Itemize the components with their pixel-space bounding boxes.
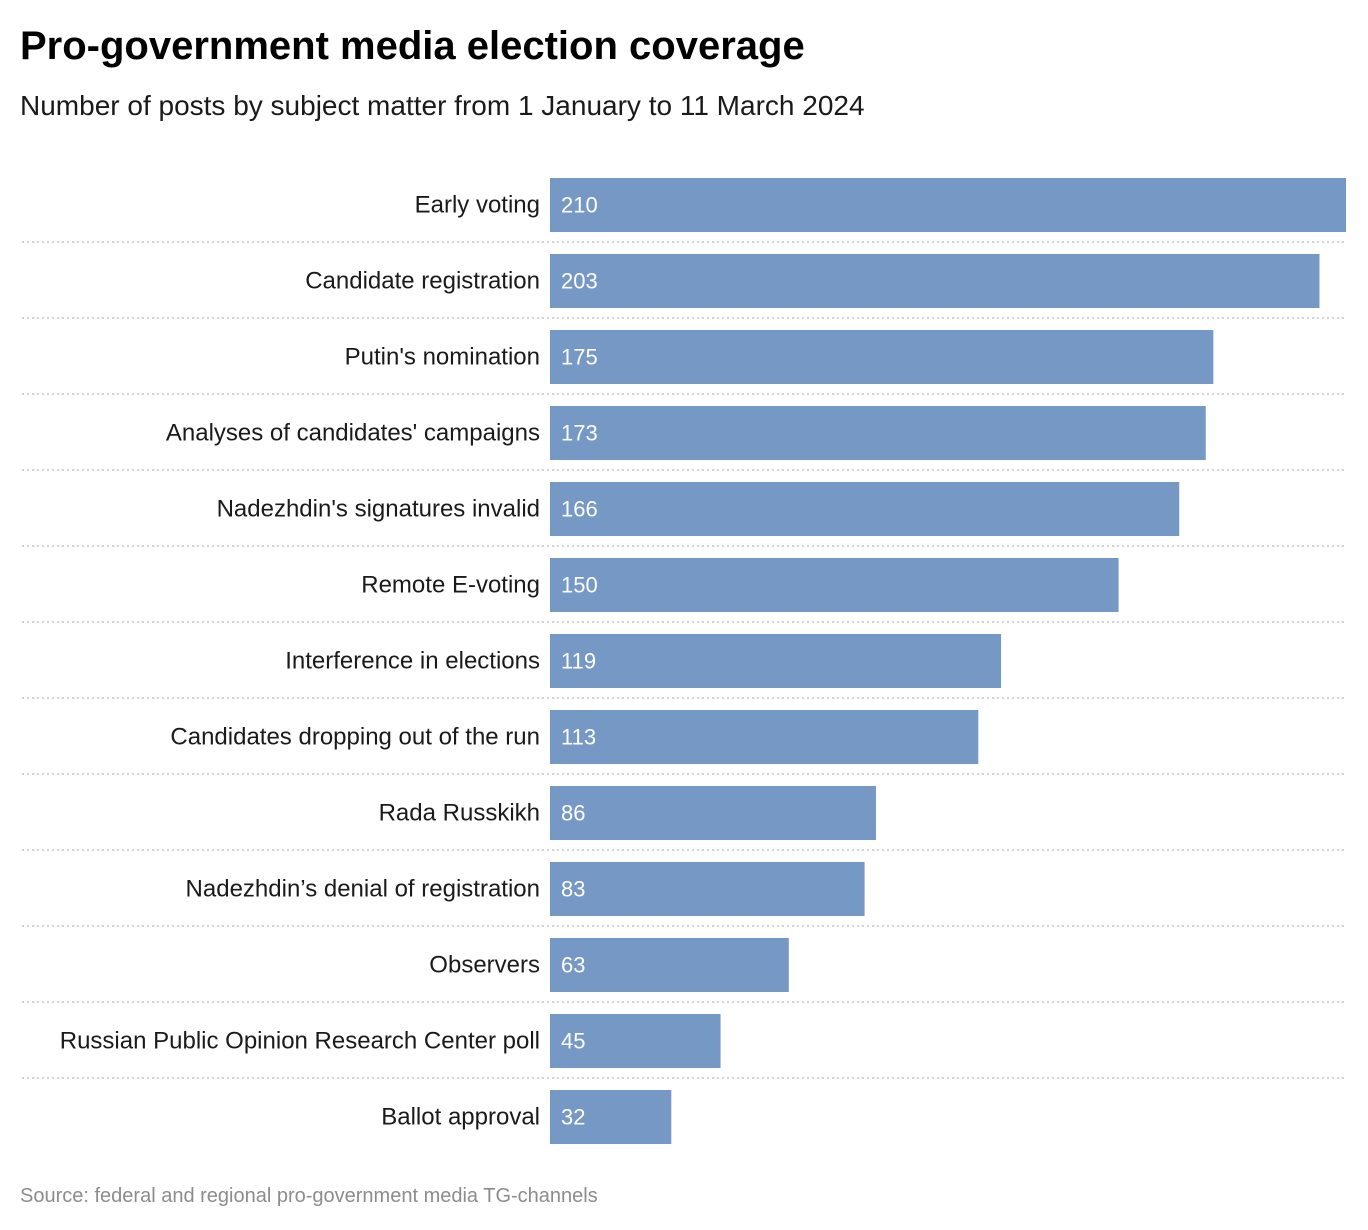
value-label: 150: [561, 573, 598, 598]
category-label: Putin's nomination: [345, 344, 540, 371]
source-note: Source: federal and regional pro-governm…: [20, 1185, 598, 1207]
category-label: Nadezhdin's signatures invalid: [217, 496, 540, 523]
category-label: Candidate registration: [305, 268, 540, 295]
bar: [550, 938, 789, 992]
category-label: Remote E-voting: [361, 572, 540, 599]
category-label: Rada Russkikh: [379, 800, 540, 827]
bar: [550, 406, 1206, 460]
bar-chart: Early voting 210 Candidate registration 203…: [22, 178, 1346, 1144]
chart-title: Pro-government media election coverage: [20, 24, 805, 68]
bar: [550, 558, 1119, 612]
category-label: Interference in elections: [285, 648, 540, 675]
value-label: 166: [561, 497, 598, 522]
chart-subtitle: Number of posts by subject matter from 1…: [20, 90, 865, 121]
bar: [550, 254, 1320, 308]
bar: [550, 178, 1346, 232]
value-label: 173: [561, 421, 598, 446]
category-label: Early voting: [415, 192, 540, 219]
bar: [550, 710, 979, 764]
bar: [550, 862, 865, 916]
bar: [550, 634, 1002, 688]
value-label: 83: [561, 877, 585, 902]
category-label: Nadezhdin’s denial of registration: [186, 876, 540, 903]
category-label: Observers: [429, 952, 540, 979]
value-label: 45: [561, 1029, 585, 1054]
value-label: 203: [561, 269, 598, 294]
value-label: 210: [561, 193, 598, 218]
category-label: Russian Public Opinion Research Center p…: [60, 1028, 540, 1055]
category-label: Analyses of candidates' campaigns: [166, 420, 540, 447]
bar: [550, 482, 1180, 536]
bar: [550, 1090, 672, 1144]
value-label: 113: [561, 725, 596, 750]
bar: [550, 786, 876, 840]
value-label: 175: [561, 345, 598, 370]
bar: [550, 1014, 721, 1068]
bar: [550, 330, 1214, 384]
value-label: 63: [561, 953, 585, 978]
value-label: 119: [561, 649, 596, 674]
category-label: Candidates dropping out of the run: [170, 724, 540, 751]
category-label: Ballot approval: [381, 1104, 540, 1131]
value-label: 32: [561, 1105, 585, 1130]
value-label: 86: [561, 801, 585, 826]
